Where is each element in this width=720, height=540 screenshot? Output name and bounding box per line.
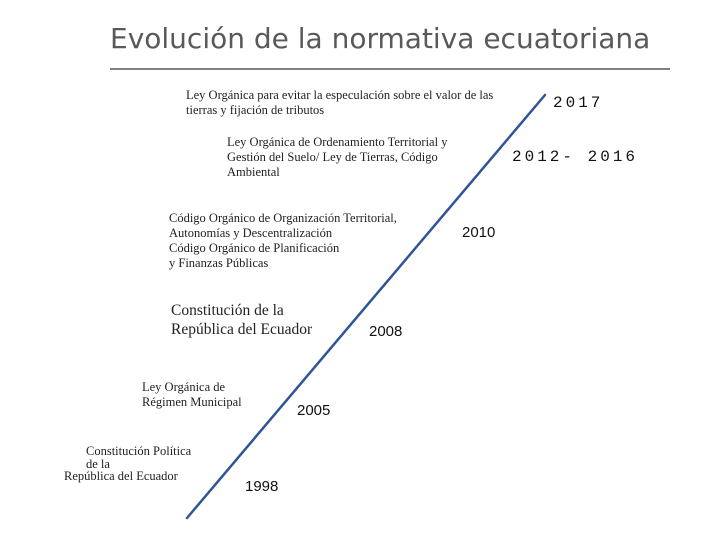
- event-text-line: Autonomías y Descentralización: [169, 226, 333, 240]
- event-text-line: Ley Orgánica de Ordenamiento Territorial…: [227, 135, 448, 149]
- event-2005: Ley Orgánica de Régimen Municipal: [142, 380, 242, 410]
- event-2010: Código Orgánico de Organización Territor…: [169, 211, 397, 271]
- event-1998: Constitución Política de la República de…: [64, 445, 191, 483]
- timeline-line: [185, 93, 547, 520]
- event-text-line: República del Ecuador: [64, 469, 178, 483]
- year-label-2005: 2005: [297, 402, 331, 419]
- year-label-1998: 1998: [245, 478, 279, 495]
- year-label-2008: 2008: [369, 323, 403, 340]
- event-text-line: Constitución Política: [86, 444, 192, 458]
- event-text-line: Ambiental: [227, 165, 280, 179]
- year-label-2017: 2017: [553, 94, 604, 112]
- event-2008: Constitución de la República del Ecuador: [171, 302, 312, 339]
- event-text-line: tierras y fijación de tributos: [186, 103, 325, 117]
- year-label-2010: 2010: [462, 224, 496, 241]
- event-text-line: y Finanzas Públicas: [169, 256, 269, 270]
- title-underline: [110, 68, 670, 70]
- event-text-line: Gestión del Suelo/ Ley de Tierras, Códig…: [227, 150, 438, 164]
- event-text-line: República del Ecuador: [171, 320, 313, 338]
- event-text-line: Ley Orgánica para evitar la especulación…: [186, 88, 494, 102]
- event-text-line: Código Orgánico de Organización Territor…: [169, 211, 397, 225]
- event-text-line: Constitución de la: [171, 302, 284, 319]
- year-label-2012-2016: 2012- 2016: [512, 148, 639, 166]
- event-2017: Ley Orgánica para evitar la especulación…: [186, 88, 493, 118]
- event-text-line: Régimen Municipal: [142, 395, 242, 409]
- event-text-line: Ley Orgánica de: [142, 380, 226, 394]
- event-2012-2016: Ley Orgánica de Ordenamiento Territorial…: [227, 135, 447, 180]
- event-text-line: de la: [86, 456, 110, 471]
- slide-title: Evolución de la normativa ecuatoriana: [110, 22, 651, 55]
- event-text-line: Código Orgánico de Planificación: [169, 241, 340, 255]
